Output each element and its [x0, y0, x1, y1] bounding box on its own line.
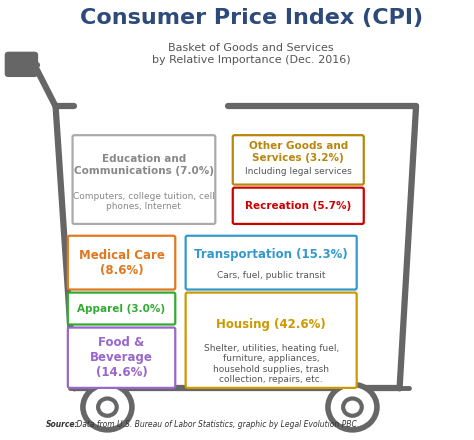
Text: Transportation (15.3%): Transportation (15.3%): [194, 248, 348, 260]
Text: Housing (42.6%): Housing (42.6%): [216, 318, 326, 331]
FancyBboxPatch shape: [186, 293, 357, 388]
Circle shape: [328, 385, 377, 430]
Text: Cars, fuel, public transit: Cars, fuel, public transit: [217, 271, 326, 280]
FancyBboxPatch shape: [68, 327, 175, 388]
Text: Computers, college tuition, cell
phones, Internet: Computers, college tuition, cell phones,…: [73, 192, 215, 212]
FancyBboxPatch shape: [186, 236, 357, 290]
FancyBboxPatch shape: [233, 187, 364, 224]
Text: Basket of Goods and Services
by Relative Importance (Dec. 2016): Basket of Goods and Services by Relative…: [152, 43, 350, 65]
Circle shape: [83, 385, 132, 430]
Text: Medical Care
(8.6%): Medical Care (8.6%): [79, 249, 164, 277]
FancyBboxPatch shape: [73, 135, 215, 224]
FancyBboxPatch shape: [68, 236, 175, 290]
Circle shape: [343, 399, 362, 416]
FancyBboxPatch shape: [233, 135, 364, 185]
Text: Recreation (5.7%): Recreation (5.7%): [245, 201, 351, 211]
Circle shape: [98, 399, 117, 416]
FancyBboxPatch shape: [68, 293, 175, 324]
Text: Other Goods and
Services (3.2%): Other Goods and Services (3.2%): [249, 141, 348, 163]
Text: Data from U.S. Bureau of Labor Statistics, graphic by Legal Evolution PBC: Data from U.S. Bureau of Labor Statistic…: [74, 420, 357, 429]
Text: Consumer Price Index (CPI): Consumer Price Index (CPI): [80, 8, 423, 28]
FancyBboxPatch shape: [5, 51, 38, 77]
Text: Including legal services: Including legal services: [245, 167, 352, 176]
Text: Apparel (3.0%): Apparel (3.0%): [77, 304, 165, 314]
Text: Shelter, utilities, heating fuel,
furniture, appliances,
household supplies, tra: Shelter, utilities, heating fuel, furnit…: [203, 344, 339, 384]
Text: Food &
Beverage
(14.6%): Food & Beverage (14.6%): [90, 336, 153, 379]
Text: Source:: Source:: [46, 420, 79, 429]
Text: Education and
Communications (7.0%): Education and Communications (7.0%): [74, 154, 214, 176]
